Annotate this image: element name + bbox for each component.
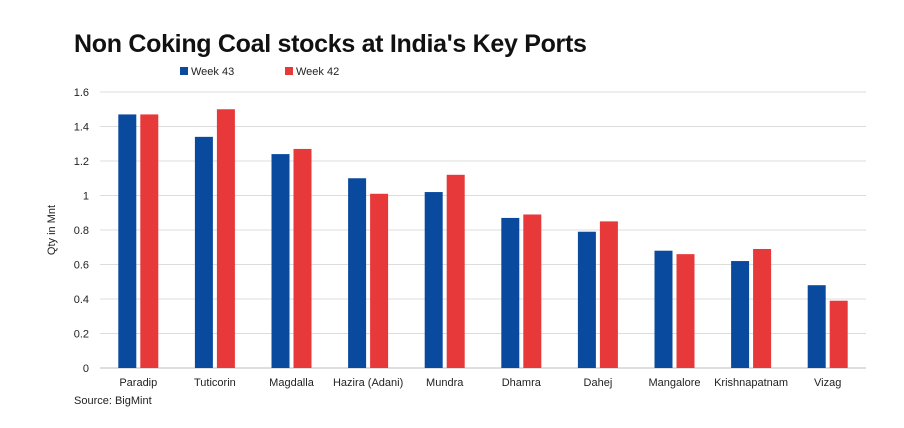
x-tick-label: Vizag [814,377,841,389]
bar-week-42 [293,148,312,368]
x-tick-label: Magdalla [269,377,315,389]
legend: Week 43 Week 42 [180,66,339,78]
x-tick-label: Tuticorin [194,377,236,389]
legend-swatch [180,67,188,75]
bar-week-42 [446,174,465,368]
x-tick-label: Mundra [426,377,464,389]
legend-label: Week 43 [191,66,234,78]
legend-label: Week 42 [296,66,339,78]
bar-week-43 [194,136,213,368]
bar-week-42 [216,109,235,368]
x-tick-label: Dahej [584,377,613,389]
bar-week-43 [654,250,673,368]
y-tick-label: 1.4 [74,122,89,134]
bar-week-42 [829,300,848,368]
x-tick-label: Mangalore [649,377,701,389]
y-axis-label: Qty in Mnt [46,205,58,255]
bar-week-43 [271,154,290,368]
bar-week-43 [424,192,443,368]
source-note: Source: BigMint [74,395,152,407]
bar-week-43 [118,114,137,368]
y-tick-label: 1.6 [74,87,89,99]
bar-week-43 [348,178,367,368]
bar-week-43 [501,217,520,368]
y-tick-label: 0.4 [74,294,89,306]
bar-week-42 [753,248,772,368]
y-axis-ticks: 0 0.2 0.4 0.6 0.8 1 1.2 1.4 1.6 [74,87,89,375]
y-tick-label: 0.6 [74,260,89,272]
x-tick-label: Krishnapatnam [714,377,788,389]
bar-week-42 [523,214,542,368]
bar-week-42 [140,114,159,368]
y-tick-label: 0 [83,363,89,375]
x-tick-label: Hazira (Adani) [333,377,403,389]
x-tick-label: Dhamra [502,377,542,389]
legend-swatch [285,67,293,75]
bar-week-43 [577,231,596,368]
bars [118,109,848,368]
bar-week-43 [731,261,750,368]
bar-week-43 [807,285,826,368]
y-tick-label: 1.2 [74,156,89,168]
gridlines [100,91,866,369]
bar-week-42 [370,193,389,368]
chart-title: Non Coking Coal stocks at India's Key Po… [74,30,587,58]
y-tick-label: 0.8 [74,225,89,237]
bar-week-42 [676,254,695,368]
y-tick-label: 1 [83,191,89,203]
y-tick-label: 0.2 [74,329,89,341]
bar-week-42 [599,221,618,368]
x-axis-ticks: Paradip Tuticorin Magdalla Hazira (Adani) Mu… [119,377,841,389]
x-tick-label: Paradip [119,377,157,389]
